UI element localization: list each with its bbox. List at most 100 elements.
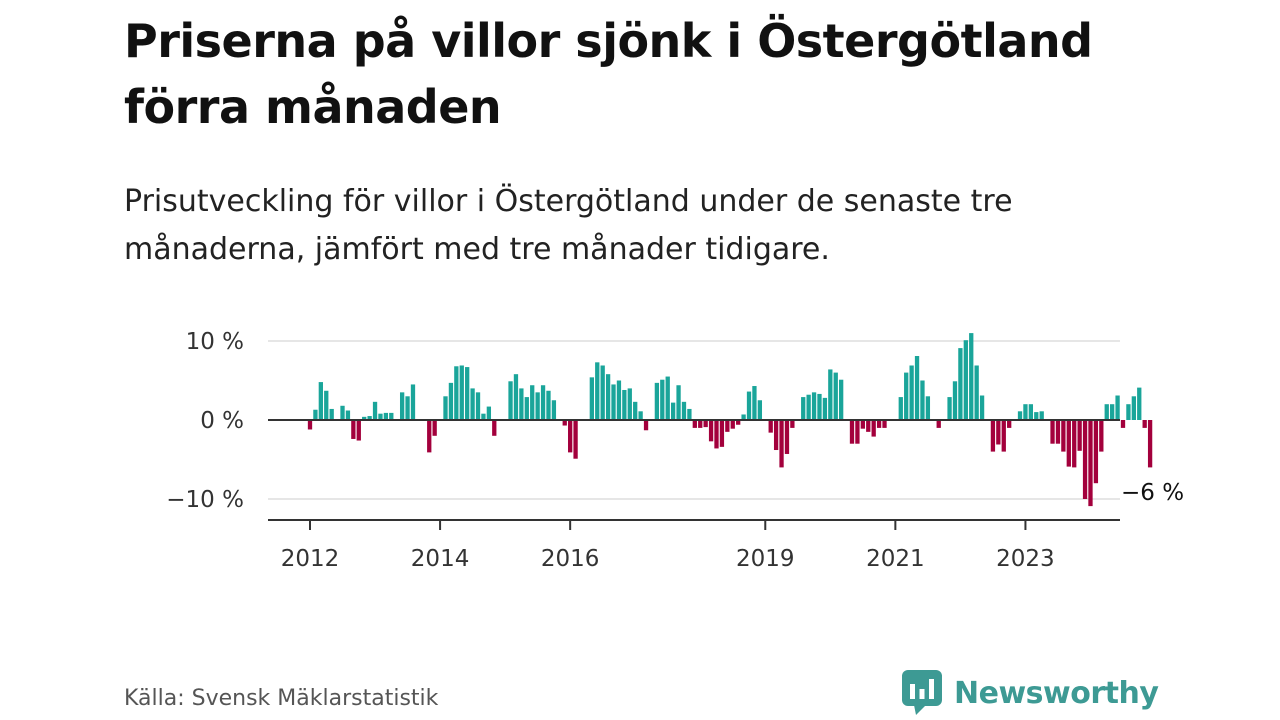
bar (817, 393, 822, 420)
bar (1028, 404, 1034, 420)
labels: 10 % 0 % −10 % 2012 2014 2016 2019 2021 2023 −6 % (166, 329, 1184, 572)
x-tick-label: 2019 (736, 546, 795, 572)
bar (481, 413, 486, 420)
bar (367, 416, 372, 420)
bar (454, 366, 459, 420)
bar (806, 394, 811, 420)
bar (383, 412, 389, 420)
bar (811, 392, 817, 420)
bar (546, 390, 551, 420)
bar (849, 420, 855, 444)
bar (801, 397, 806, 420)
bar (1147, 420, 1153, 468)
bar (730, 420, 735, 429)
bar (551, 400, 557, 420)
bar (839, 379, 844, 420)
bar (622, 389, 627, 420)
bar (1110, 404, 1115, 420)
bar (459, 365, 464, 420)
bar (996, 420, 1001, 445)
bar (708, 420, 714, 442)
bar (1126, 404, 1131, 420)
bar (1007, 420, 1012, 428)
bar (530, 385, 535, 420)
bar (833, 372, 838, 420)
bar (362, 416, 367, 420)
bar (443, 396, 448, 420)
axes (268, 419, 1120, 530)
bar (914, 356, 920, 420)
bar (611, 384, 616, 420)
brand-name: Newsworthy (954, 675, 1159, 711)
bar (313, 409, 318, 420)
bar (1017, 411, 1023, 420)
bar (318, 382, 323, 420)
bar (773, 420, 779, 451)
bar (589, 377, 594, 420)
bar (638, 411, 643, 420)
y-tick-label: 10 % (186, 329, 244, 355)
x-tick-label: 2021 (866, 546, 925, 572)
bar (508, 381, 513, 420)
bar (1104, 404, 1109, 420)
bar (822, 397, 828, 420)
bar (573, 420, 578, 459)
bar (876, 420, 882, 428)
brand-logo: Newsworthy (902, 670, 1159, 716)
bar (627, 388, 632, 420)
bar (725, 420, 730, 432)
bar (432, 420, 437, 436)
bar (1099, 420, 1104, 452)
bar (633, 401, 638, 420)
x-tick-label: 2012 (281, 546, 340, 572)
bar (871, 420, 876, 437)
bar (904, 372, 909, 420)
bar (1093, 420, 1099, 484)
bar (427, 420, 432, 453)
bar (990, 420, 996, 452)
bar (340, 405, 345, 420)
bar (920, 380, 925, 420)
bar (925, 396, 931, 420)
newsworthy-logo-icon (902, 670, 942, 715)
bar (492, 420, 497, 436)
grid-lines (268, 340, 1120, 500)
bars (307, 333, 1153, 507)
x-tick-label: 2023 (996, 546, 1055, 572)
bar (1077, 420, 1082, 451)
bar (703, 420, 708, 428)
bar (307, 420, 313, 430)
bar (979, 395, 985, 420)
bar (470, 388, 475, 420)
x-tick-label: 2014 (411, 546, 470, 572)
y-tick-label: 0 % (200, 408, 244, 434)
last-value-label: −6 % (1121, 480, 1184, 506)
bar (1055, 420, 1061, 444)
bar (719, 420, 725, 447)
bar (399, 392, 405, 420)
bar (562, 420, 567, 426)
bar (1115, 395, 1120, 420)
bar (952, 381, 958, 420)
bar (465, 367, 470, 420)
bar (898, 397, 903, 420)
bar (860, 420, 865, 429)
bar (595, 362, 600, 420)
bar (963, 340, 968, 420)
bar (1072, 420, 1077, 468)
bar (486, 406, 492, 420)
bar (654, 382, 660, 420)
y-tick-label: −10 % (166, 487, 244, 513)
chart-subtitle: Prisutveckling för villor i Östergötland… (124, 184, 1013, 267)
bar (1137, 387, 1142, 420)
bar (947, 397, 952, 420)
bar (1001, 420, 1006, 452)
bar (660, 379, 665, 420)
bar (670, 402, 676, 420)
bar (329, 408, 334, 420)
bar (784, 420, 790, 454)
bar (1061, 420, 1066, 452)
bar (692, 420, 697, 428)
source-note: Källa: Svensk Mäklarstatistik (124, 686, 439, 711)
